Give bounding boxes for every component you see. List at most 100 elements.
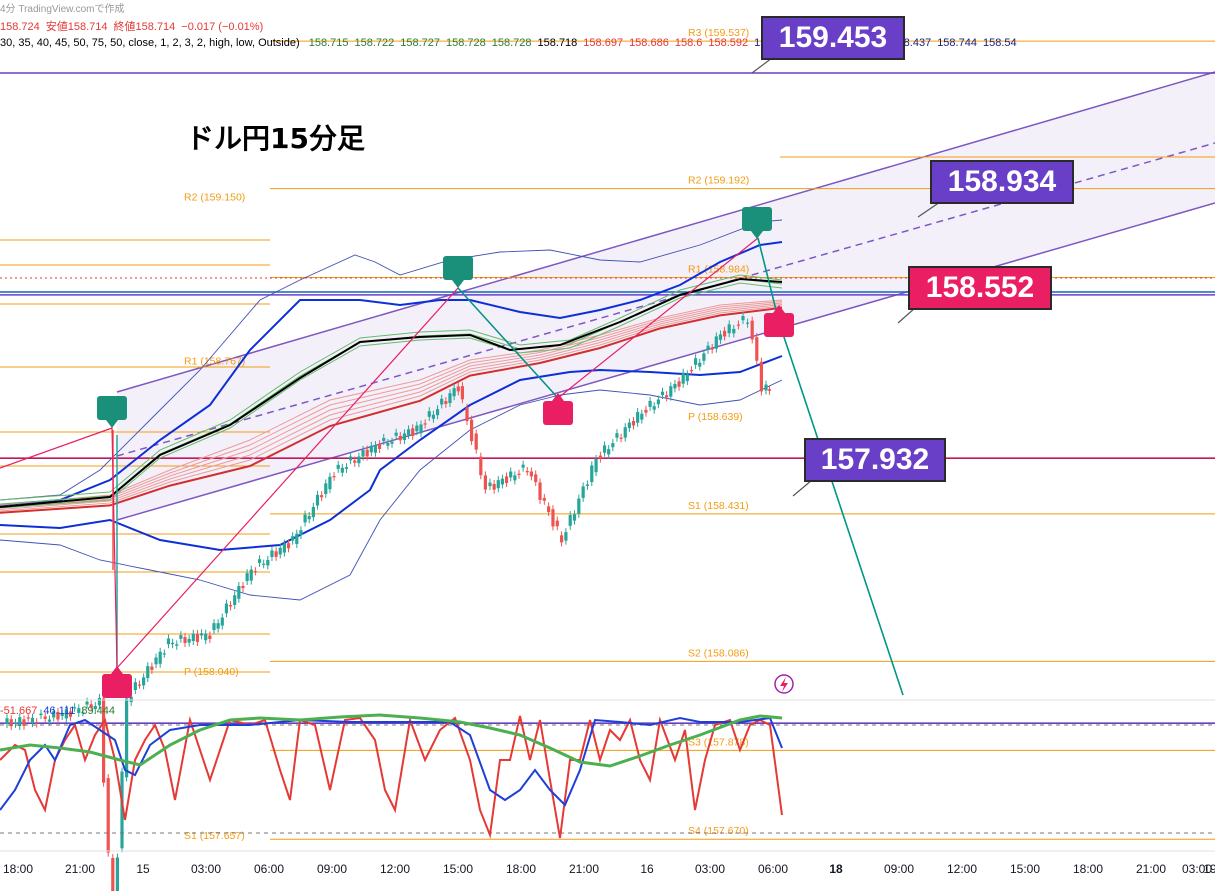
candle-body <box>611 443 615 448</box>
level-callout-158552: 158.552 <box>908 266 1052 310</box>
candle-body <box>689 370 694 372</box>
indicator-value: 158.727 <box>400 37 440 49</box>
zigzag-low-marker-pointer <box>111 666 123 674</box>
bb-upper-outer <box>0 219 783 501</box>
candle-body <box>204 633 208 641</box>
candle-body <box>30 717 35 724</box>
ohlc-value: 安値158.714 <box>45 21 108 33</box>
candle-body <box>460 386 464 400</box>
pivot-label-left: S1 (157.657) <box>184 830 245 842</box>
candle-body <box>423 423 427 425</box>
candle-body <box>568 515 572 526</box>
candle-body <box>216 623 220 629</box>
candle-body <box>741 316 745 321</box>
candle-body <box>585 484 590 486</box>
candle-body <box>640 413 644 420</box>
candle-body <box>723 330 727 337</box>
candle-body <box>262 563 266 565</box>
candle-body <box>73 707 77 709</box>
candle-body <box>452 388 456 397</box>
candle-body <box>187 638 191 643</box>
x-tick-label: 09:00 <box>317 862 347 876</box>
candle-body <box>534 474 538 483</box>
candle-body <box>648 400 652 407</box>
candle-body <box>195 633 200 642</box>
candle-body <box>767 389 772 391</box>
candle-body <box>615 433 619 438</box>
candle-body <box>241 585 245 589</box>
candle-body <box>627 422 631 428</box>
candle-body <box>228 605 233 607</box>
candle-body <box>764 384 768 391</box>
candle-body <box>106 778 110 853</box>
candle-body <box>303 514 307 523</box>
candle-body <box>636 411 640 423</box>
candle-body <box>369 445 373 453</box>
candle-body <box>755 337 759 361</box>
zigzag-high-marker-pointer <box>751 231 763 239</box>
candle-body <box>245 573 249 581</box>
candle-body <box>660 391 665 396</box>
candle-body <box>479 456 483 476</box>
candle-body <box>564 532 568 541</box>
candle-body <box>710 347 714 350</box>
candle-body <box>559 535 564 543</box>
candle-body <box>137 684 142 686</box>
alert-icon <box>774 674 794 694</box>
candle-body <box>677 381 681 387</box>
candle-body <box>162 653 166 655</box>
candle-body <box>357 456 361 464</box>
candle-body <box>286 543 291 549</box>
candle-body <box>513 475 517 481</box>
indicator-value: 158.718 <box>537 37 578 49</box>
candle-body <box>307 516 311 520</box>
candle-body <box>694 358 698 365</box>
candle-body <box>253 571 257 573</box>
candle-body <box>212 623 216 631</box>
candle-body <box>158 651 162 664</box>
oscillator-value: 89.444 <box>81 705 115 717</box>
candle-body <box>759 361 763 392</box>
x-tick-label: 03:00 <box>1182 862 1212 876</box>
indicator-value: 158.722 <box>354 37 395 49</box>
candle-body <box>233 595 237 605</box>
ma-green-line <box>0 274 783 501</box>
candle-body <box>237 585 241 599</box>
candle-body <box>402 433 407 441</box>
x-tick-label: 12:00 <box>380 862 410 876</box>
candle-body <box>681 372 685 384</box>
candle-body <box>324 483 328 495</box>
callout-connector <box>917 201 941 218</box>
candle-body <box>652 406 656 410</box>
candle-body <box>382 437 386 442</box>
candle-body <box>93 705 97 710</box>
candle-body <box>732 328 736 334</box>
pivot-label-right: S3 (157.878) <box>688 736 749 748</box>
candle-body <box>551 509 555 527</box>
candle-body <box>440 398 444 405</box>
candle-body <box>56 711 60 720</box>
osc-blue-line <box>0 716 783 811</box>
candle-body <box>427 411 431 417</box>
candle-body <box>444 401 448 404</box>
channel-lower-line <box>116 202 1215 521</box>
candle-body <box>344 467 349 469</box>
pivot-label-right: R2 (159.192) <box>688 175 749 187</box>
indicator-value: 158.728 <box>491 37 532 49</box>
candle-body <box>504 476 509 484</box>
candle-body <box>274 551 278 557</box>
candle-body <box>26 717 30 719</box>
candle-body <box>142 677 146 686</box>
candle-body <box>97 697 102 706</box>
candle-body <box>529 471 533 477</box>
zigzag-low-marker <box>543 401 573 425</box>
candle-body <box>411 428 415 436</box>
ohlc-value: −0.017 (−0.01%) <box>181 21 264 33</box>
candle-body <box>398 435 402 441</box>
indicator-value: 158.592 <box>708 37 749 49</box>
candle-body <box>542 497 546 501</box>
candle-body <box>525 471 529 473</box>
candle-body <box>673 384 677 389</box>
candle-body <box>656 399 660 405</box>
candle-body <box>474 433 478 450</box>
